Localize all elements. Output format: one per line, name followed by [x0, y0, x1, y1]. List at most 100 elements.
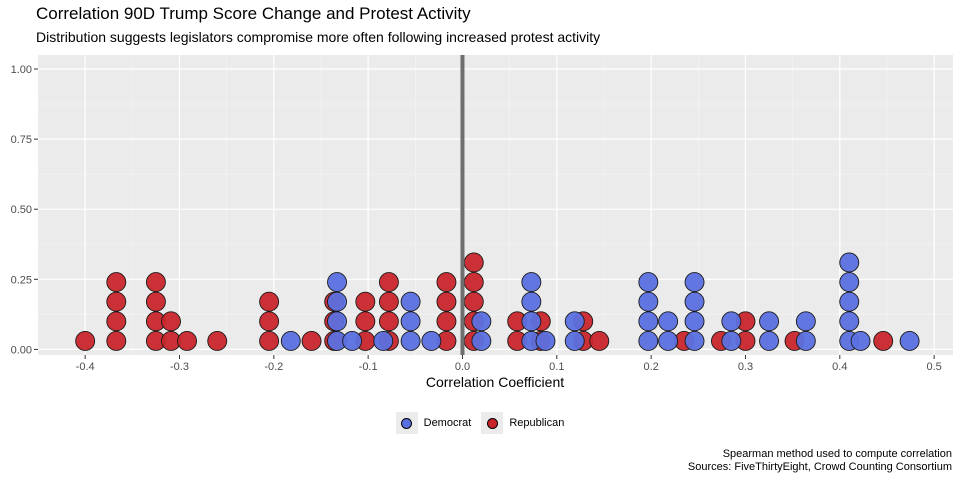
republican-point — [463, 291, 484, 312]
democrat-point — [721, 331, 742, 351]
republican-point — [207, 331, 228, 351]
democrat-point — [327, 272, 347, 293]
democrat-point — [839, 291, 860, 312]
republican-point — [873, 331, 894, 351]
x-tick-label: 0.3 — [738, 361, 753, 373]
legend-item-republican: Republican — [481, 412, 564, 434]
democrat-point — [839, 311, 860, 332]
democrat-point — [564, 331, 585, 351]
democrat-point — [327, 311, 347, 332]
democrat-point — [839, 272, 860, 293]
y-tick-label: 0.00 — [11, 344, 32, 356]
data-points — [75, 252, 920, 351]
republican-point — [378, 311, 399, 332]
x-axis-label: Correlation Coefficient — [426, 374, 564, 390]
republican-point — [436, 311, 457, 332]
democrat-point — [638, 331, 659, 351]
y-tick-label: 1.00 — [11, 64, 32, 76]
caption-method: Spearman method used to compute correlat… — [722, 448, 952, 460]
legend-label-democrat: Democrat — [423, 417, 472, 429]
democrat-point — [795, 311, 816, 332]
x-tick-label: 0.5 — [926, 361, 941, 373]
chart-title: Correlation 90D Trump Score Change and P… — [36, 4, 471, 23]
republican-point — [106, 331, 127, 351]
democrat-point — [684, 311, 705, 332]
x-axis: -0.4 -0.3 -0.2 -0.1 0.0 0.1 0.2 0.3 0.4 0.5 — [76, 355, 942, 373]
republican-point — [436, 291, 457, 312]
plot-panel — [38, 55, 953, 355]
republican-point — [75, 331, 96, 351]
democrat-point — [899, 331, 920, 351]
y-axis: 0.00 0.25 0.50 0.75 1.00 — [11, 64, 38, 356]
chart-subtitle: Distribution suggests legislators compro… — [36, 29, 601, 45]
grid-lines — [38, 55, 953, 355]
democrat-point — [471, 311, 492, 332]
democrat-point — [721, 311, 742, 332]
democrat-point — [535, 331, 556, 351]
y-tick-label: 0.75 — [11, 134, 32, 146]
x-tick-label: 0.1 — [549, 361, 564, 373]
democrat-point — [638, 311, 659, 332]
republican-dot-icon — [486, 417, 498, 429]
democrat-point — [658, 331, 679, 351]
democrat-point — [564, 311, 585, 332]
democrat-point — [839, 252, 860, 273]
democrat-point — [850, 331, 871, 351]
democrat-point — [795, 331, 816, 351]
republican-point — [436, 272, 457, 293]
republican-point — [301, 331, 322, 351]
x-tick-label: -0.1 — [359, 361, 378, 373]
republican-point — [589, 331, 610, 351]
democrat-point — [684, 331, 705, 351]
republican-point — [463, 252, 484, 273]
democrat-point — [421, 331, 442, 351]
democrat-point — [521, 272, 542, 293]
republican-point — [259, 291, 280, 312]
democrat-point — [759, 331, 780, 351]
chart-caption: Spearman method used to compute correlat… — [688, 448, 952, 474]
republican-point — [145, 272, 166, 293]
democrat-point — [400, 291, 421, 312]
democrat-point — [638, 272, 659, 293]
x-tick-label: -0.4 — [76, 361, 95, 373]
republican-point — [145, 291, 166, 312]
legend: Democrat Republican — [0, 412, 960, 434]
democrat-point — [400, 311, 421, 332]
republican-point — [177, 331, 197, 351]
x-tick-label: -0.2 — [264, 361, 283, 373]
caption-sources: Sources: FiveThirtyEight, Crowd Counting… — [687, 461, 952, 473]
legend-key-republican — [481, 412, 504, 434]
y-tick-label: 0.50 — [11, 204, 32, 216]
republican-point — [378, 291, 399, 312]
democrat-point — [759, 311, 780, 332]
x-tick-label: 0.4 — [832, 361, 847, 373]
republican-point — [259, 311, 280, 332]
democrat-point — [638, 291, 659, 312]
x-tick-label: 0.2 — [643, 361, 658, 373]
democrat-point — [342, 331, 363, 351]
legend-key-democrat — [395, 412, 418, 434]
democrat-point — [400, 331, 421, 351]
republican-point — [355, 291, 376, 312]
democrat-point — [373, 331, 394, 351]
democrat-point — [684, 272, 705, 293]
democrat-point — [280, 331, 301, 351]
democrat-point — [658, 311, 679, 332]
republican-point — [463, 272, 484, 293]
republican-point — [106, 272, 127, 293]
republican-point — [106, 311, 127, 332]
y-tick-label: 0.25 — [11, 274, 32, 286]
x-tick-label: -0.3 — [170, 361, 189, 373]
republican-point — [161, 311, 181, 332]
republican-point — [378, 272, 399, 293]
democrat-point — [471, 331, 492, 351]
republican-point — [259, 331, 280, 351]
democrat-point — [327, 291, 347, 312]
x-tick-label: 0.0 — [455, 361, 470, 373]
democrat-dot-icon — [401, 417, 413, 429]
republican-point — [106, 291, 127, 312]
democrat-point — [521, 311, 542, 332]
legend-item-democrat: Democrat — [395, 412, 472, 434]
democrat-point — [684, 291, 705, 312]
